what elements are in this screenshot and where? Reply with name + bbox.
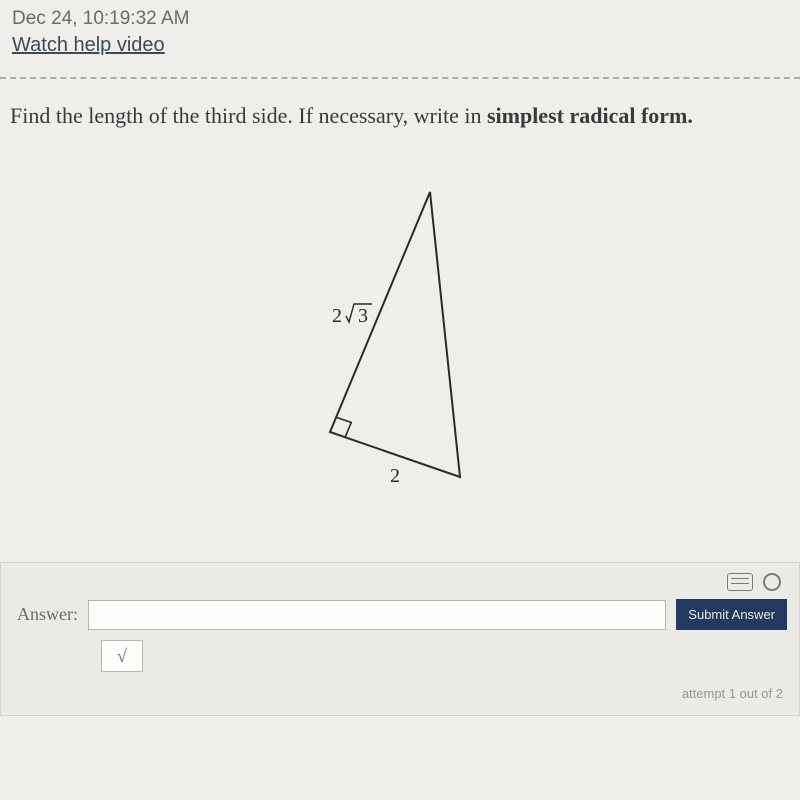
keyboard-icon[interactable] xyxy=(727,573,753,591)
question-prompt: Find the length of the third side. If ne… xyxy=(0,99,800,132)
answer-panel: Answer: Submit Answer √ attempt 1 out of… xyxy=(0,562,800,716)
sqrt-button[interactable]: √ xyxy=(101,640,143,672)
page-root: Dec 24, 10:19:32 AM Watch help video Fin… xyxy=(0,0,800,716)
svg-text:2: 2 xyxy=(332,305,342,327)
answer-input[interactable] xyxy=(88,600,666,630)
settings-icon[interactable] xyxy=(763,573,781,591)
submit-answer-button[interactable]: Submit Answer xyxy=(676,599,787,630)
timestamp-text: Dec 24, 10:19:32 AM xyxy=(0,0,800,34)
triangle-figure: 232 xyxy=(0,132,800,542)
attempt-counter: attempt 1 out of 2 xyxy=(17,672,787,701)
section-divider xyxy=(0,77,800,79)
answer-row: Answer: Submit Answer xyxy=(17,599,787,630)
answer-label: Answer: xyxy=(17,604,78,625)
svg-text:3: 3 xyxy=(358,305,368,327)
prompt-bold: simplest radical form. xyxy=(487,103,693,128)
triangle-svg: 232 xyxy=(270,182,530,512)
svg-text:2: 2 xyxy=(390,465,400,487)
watch-help-video-link[interactable]: Watch help video xyxy=(0,34,800,69)
prompt-text: Find the length of the third side. If ne… xyxy=(10,103,487,128)
answer-toolbar xyxy=(727,573,781,591)
